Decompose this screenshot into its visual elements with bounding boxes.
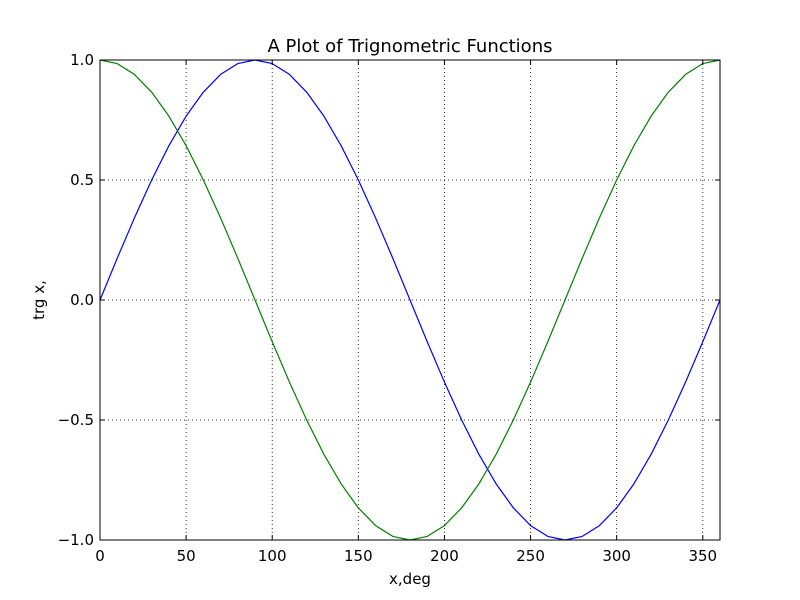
x-tick-label: 0 [95,547,105,565]
x-tick-label: 100 [258,547,287,565]
x-tick-label: 200 [430,547,459,565]
x-tick-label: 300 [602,547,631,565]
y-tick-label: −0.5 [58,411,94,429]
y-tick-label: 0.5 [70,171,94,189]
x-tick-label: 150 [344,547,373,565]
y-tick-label: 0.0 [70,291,94,309]
x-tick-label: 350 [688,547,717,565]
x-axis-title: x,deg [389,570,431,588]
y-tick-label: −1.0 [58,531,94,549]
y-tick-label: 1.0 [70,51,94,69]
x-tick-label: 50 [177,547,196,565]
x-tick-label: 250 [516,547,545,565]
chart-title: A Plot of Trignometric Functions [268,36,553,57]
y-axis-title: trg x, [30,280,48,320]
